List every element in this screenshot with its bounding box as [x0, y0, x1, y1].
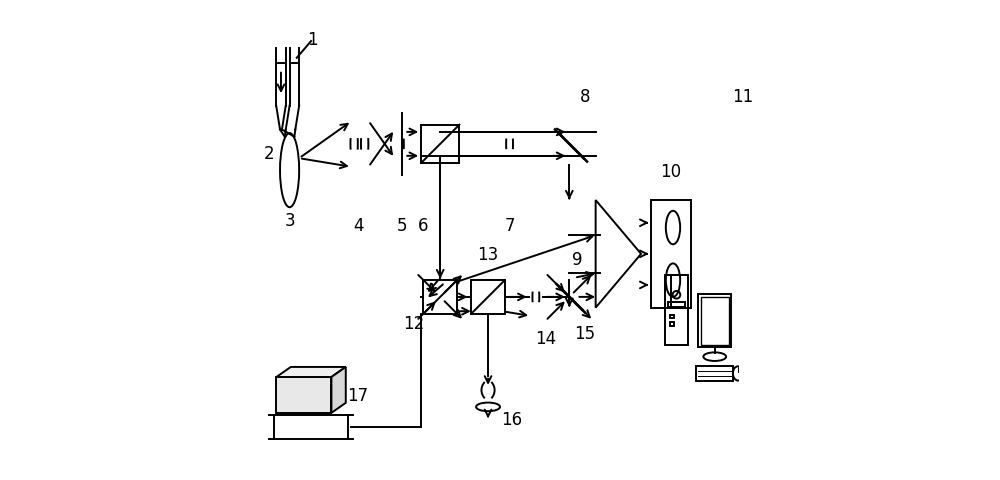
Text: 1: 1: [307, 31, 317, 48]
Bar: [651, 201, 691, 308]
Bar: [670, 315, 674, 319]
Bar: [668, 302, 685, 307]
Text: 7: 7: [504, 216, 515, 235]
Text: 17: 17: [347, 386, 368, 404]
Polygon shape: [331, 367, 346, 413]
Text: 12: 12: [403, 314, 425, 333]
Bar: [471, 281, 505, 314]
Text: 13: 13: [477, 245, 499, 264]
Bar: [665, 276, 688, 345]
Text: 14: 14: [535, 329, 556, 347]
Text: 5: 5: [397, 216, 407, 235]
Bar: [423, 281, 457, 314]
Text: 6: 6: [418, 216, 429, 235]
Polygon shape: [276, 367, 346, 377]
Text: 2: 2: [264, 145, 275, 163]
Text: 3: 3: [284, 212, 295, 230]
Text: 10: 10: [660, 163, 682, 181]
Bar: [701, 297, 729, 345]
Text: 8: 8: [580, 88, 590, 106]
Text: 15: 15: [575, 324, 596, 342]
Text: 9: 9: [572, 250, 583, 268]
Bar: [670, 323, 674, 326]
Text: 16: 16: [501, 410, 523, 428]
Bar: [421, 125, 459, 164]
Bar: [698, 295, 731, 348]
Text: 4: 4: [354, 216, 364, 235]
Text: 11: 11: [732, 88, 754, 106]
Bar: [276, 377, 331, 413]
Bar: [696, 366, 733, 381]
